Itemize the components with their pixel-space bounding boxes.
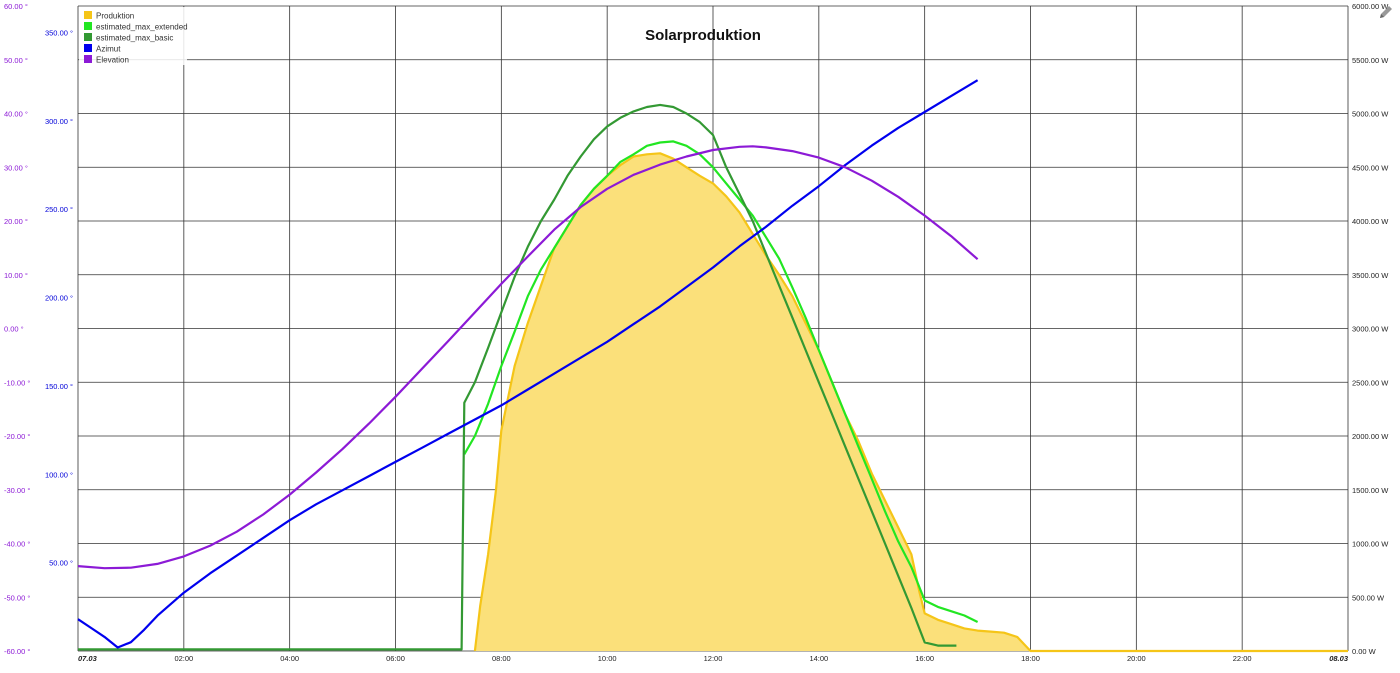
x-tick-label: 10:00	[598, 654, 617, 663]
x-tick-label: 22:00	[1233, 654, 1252, 663]
x-tick-label: 16:00	[915, 654, 934, 663]
azimut-tick-label: 100.00 °	[45, 470, 73, 479]
x-tick-label: 08.03	[1329, 654, 1349, 663]
power-tick-label: 500.00 W	[1352, 593, 1385, 602]
azimut-tick-label: 300.00 °	[45, 117, 73, 126]
x-tick-label: 12:00	[704, 654, 723, 663]
series-line-azimut	[77, 79, 979, 649]
elevation-tick-label: 0.00 °	[4, 325, 24, 334]
series-line-estimated-max-extended	[463, 140, 979, 623]
x-tick-label: 02:00	[174, 654, 193, 663]
legend-swatch	[84, 33, 92, 41]
legend-swatch	[84, 11, 92, 19]
power-tick-label: 0.00 W	[1352, 647, 1377, 656]
legend-label: Produktion	[96, 12, 134, 21]
elevation-tick-label: -10.00 °	[4, 378, 30, 387]
series-layer	[77, 79, 1348, 653]
series-line-elevation	[77, 145, 979, 570]
azimut-tick-label: 200.00 °	[45, 294, 73, 303]
legend-label: estimated_max_extended	[96, 23, 188, 32]
pencil-icon[interactable]	[1378, 4, 1394, 20]
power-tick-label: 5000.00 W	[1352, 110, 1389, 119]
elevation-tick-label: 20.00 °	[4, 217, 28, 226]
legend-label: estimated_max_basic	[96, 34, 173, 43]
elevation-tick-label: 60.00 °	[4, 2, 28, 11]
axis-layer: 07.03 02:00 04:00 06:00 08:00 10:00 12:00 14:00…	[4, 2, 1389, 663]
series-area-produktion	[474, 153, 1348, 652]
power-tick-label: 6000.00 W	[1352, 2, 1389, 11]
power-tick-label: 2000.00 W	[1352, 432, 1389, 441]
power-tick-label: 5500.00 W	[1352, 56, 1389, 65]
legend-swatch	[84, 22, 92, 30]
x-tick-label: 18:00	[1021, 654, 1040, 663]
legend-swatch	[84, 44, 92, 52]
x-tick-label: 04:00	[280, 654, 299, 663]
x-tick-label: 08:00	[492, 654, 511, 663]
elevation-tick-label: -50.00 °	[4, 593, 30, 602]
x-tick-label: 20:00	[1127, 654, 1146, 663]
elevation-tick-label: 30.00 °	[4, 163, 28, 172]
elevation-tick-label: -30.00 °	[4, 486, 30, 495]
power-tick-label: 1000.00 W	[1352, 540, 1389, 549]
series-line-estimated-max-basic	[78, 103, 957, 651]
elevation-tick-label: 40.00 °	[4, 110, 28, 119]
legend-label: Azimut	[96, 45, 121, 54]
elevation-tick-label: -20.00 °	[4, 432, 30, 441]
power-tick-label: 4000.00 W	[1352, 217, 1389, 226]
elevation-tick-label: -60.00 °	[4, 647, 30, 656]
elevation-tick-label: 10.00 °	[4, 271, 28, 280]
azimut-tick-label: 350.00 °	[45, 29, 73, 38]
azimut-tick-label: 150.00 °	[45, 382, 73, 391]
legend-background	[79, 7, 187, 65]
power-tick-label: 2500.00 W	[1352, 378, 1389, 387]
legend-label: Elevation	[96, 56, 129, 65]
power-tick-label: 4500.00 W	[1352, 163, 1389, 172]
elevation-tick-label: 50.00 °	[4, 56, 28, 65]
azimut-tick-label: 50.00 °	[49, 559, 73, 568]
x-tick-label: 06:00	[386, 654, 405, 663]
power-tick-label: 3500.00 W	[1352, 271, 1389, 280]
legend-swatch	[84, 55, 92, 63]
chart-title: Solarproduktion	[645, 27, 761, 44]
elevation-tick-label: -40.00 °	[4, 540, 30, 549]
power-tick-label: 1500.00 W	[1352, 486, 1389, 495]
legend: Produktion estimated_max_extended estimate…	[79, 7, 188, 65]
x-tick-label: 14:00	[809, 654, 828, 663]
power-tick-label: 3000.00 W	[1352, 325, 1389, 334]
azimut-tick-label: 250.00 °	[45, 205, 73, 214]
x-tick-label: 07.03	[78, 654, 98, 663]
